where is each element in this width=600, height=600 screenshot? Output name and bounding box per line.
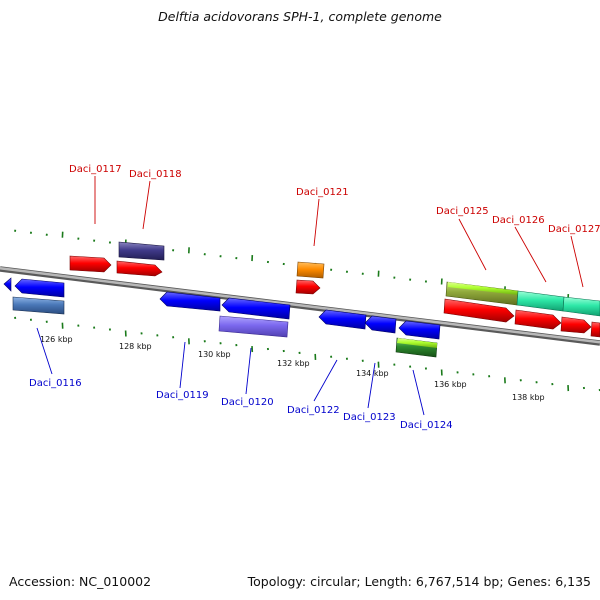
scale-labels: 126 kbp 128 kbp 130 kbp 132 kbp 134 kbp … (40, 335, 545, 402)
gene-arrow-daci-0124-green[interactable] (395, 337, 438, 358)
backbone (0, 266, 600, 346)
gene-arrow-daci-0118-upper[interactable] (118, 241, 165, 261)
gene-arrow-daci-0118-lower[interactable] (116, 260, 163, 277)
gene-arrow-daci-0120-blue[interactable] (221, 297, 291, 320)
reverse-tick-track (14, 316, 600, 392)
scale-label-136kbp: 136 kbp (434, 380, 467, 389)
gene-arrow-daci-0128-red[interactable] (590, 321, 600, 338)
gene-arrow-daci-0121-orange[interactable] (296, 261, 325, 279)
gene-arrow-daci-0126-aqua[interactable] (516, 290, 565, 312)
gene-arrow-daci-0116-blue[interactable] (14, 278, 65, 298)
gene-arrow-daci-0115[interactable] (3, 277, 12, 292)
gene-label-daci-0120[interactable]: Daci_0120 (221, 397, 274, 408)
gene-label-daci-0118[interactable]: Daci_0118 (129, 169, 182, 180)
gene-arrow-daci-0117[interactable] (69, 255, 112, 273)
scale-label-138kbp: 138 kbp (512, 393, 545, 402)
gene-arrow-daci-0119[interactable] (159, 291, 221, 312)
gene-label-daci-0116[interactable]: Daci_0116 (29, 378, 82, 389)
gene-arrow-daci-0127-red[interactable] (560, 316, 592, 334)
gene-label-daci-0124[interactable]: Daci_0124 (400, 420, 453, 431)
reverse-genes (3, 277, 441, 358)
gene-label-daci-0121[interactable]: Daci_0121 (296, 187, 349, 198)
gene-arrow-daci-0116-steel[interactable] (12, 296, 65, 315)
gene-arrow-daci-0123[interactable] (364, 315, 397, 334)
gene-label-daci-0117[interactable]: Daci_0117 (69, 164, 122, 175)
gene-label-daci-0123[interactable]: Daci_0123 (343, 412, 396, 423)
reverse-gene-labels: Daci_0116 Daci_0119 Daci_0120 Daci_0122 … (29, 327, 453, 431)
gene-arrow-daci-0125-red[interactable] (443, 298, 515, 323)
forward-genes (69, 241, 600, 338)
gene-arrow-daci-0121-red[interactable] (295, 279, 321, 295)
map-title: Delftia acidovorans SPH-1, complete geno… (158, 9, 442, 24)
forward-gene-labels: Daci_0117 Daci_0118 Daci_0121 Daci_0125 … (69, 164, 600, 288)
gene-arrow-daci-0127-aqua[interactable] (562, 296, 600, 317)
gene-label-daci-0119[interactable]: Daci_0119 (156, 390, 209, 401)
scale-label-126kbp: 126 kbp (40, 335, 73, 344)
accession-text: Accession: NC_010002 (9, 574, 152, 589)
gene-label-daci-0127[interactable]: Daci_0127 (548, 224, 600, 235)
scale-label-134kbp: 134 kbp (356, 369, 389, 378)
gene-label-daci-0126[interactable]: Daci_0126 (492, 215, 545, 226)
gene-label-daci-0125[interactable]: Daci_0125 (436, 206, 489, 217)
gene-arrow-daci-0120-lavender[interactable] (218, 315, 289, 338)
gene-label-daci-0122[interactable]: Daci_0122 (287, 405, 340, 416)
scale-label-130kbp: 130 kbp (198, 350, 231, 359)
gene-arrow-daci-0122[interactable] (318, 309, 367, 330)
scale-label-132kbp: 132 kbp (277, 359, 310, 368)
topology-text: Topology: circular; Length: 6,767,514 bp… (247, 574, 591, 589)
gene-arrow-daci-0124-blue[interactable] (398, 320, 441, 340)
gene-arrow-daci-0126-red[interactable] (514, 309, 562, 330)
scale-label-128kbp: 128 kbp (119, 342, 152, 351)
